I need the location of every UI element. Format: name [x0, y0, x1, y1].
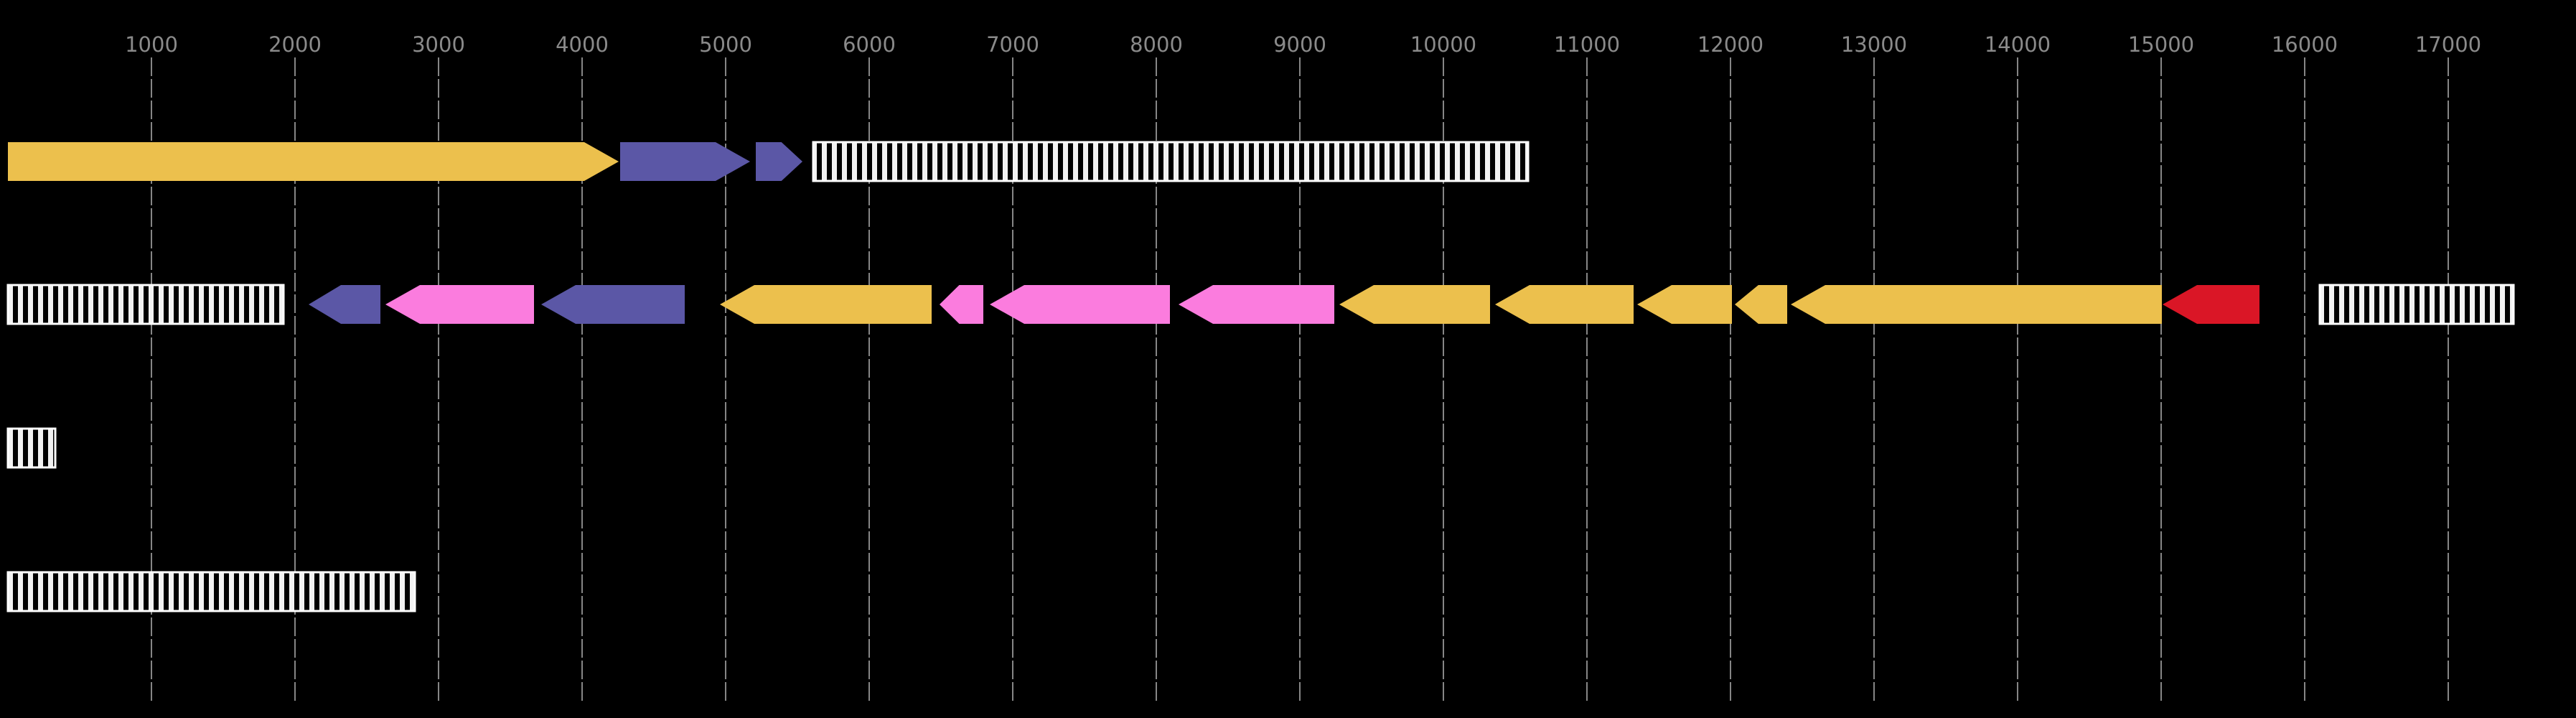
- axis-tick-label: 16000: [2272, 32, 2338, 57]
- track-4: [6, 571, 416, 612]
- axis-tick-label: 2000: [268, 32, 322, 57]
- axis-tick-label: 4000: [556, 32, 609, 57]
- track-3: [6, 427, 57, 469]
- gene-arrow-gold: [1495, 285, 1634, 324]
- hatched-region: [812, 141, 1530, 182]
- gene-arrow-slate_blue: [309, 285, 380, 324]
- axis-tick-label: 14000: [1985, 32, 2051, 57]
- gene-arrow-pink: [385, 285, 534, 324]
- axis-tick-label: 3000: [412, 32, 465, 57]
- axis-tick-label: 13000: [1841, 32, 1907, 57]
- axis-tick-label: 5000: [699, 32, 752, 57]
- gene-arrow-pink: [1179, 285, 1334, 324]
- gene-arrow-slate_blue: [541, 285, 685, 324]
- gene-arrow-gold: [8, 142, 619, 181]
- gene-arrow-gold: [1735, 285, 1787, 324]
- axis-tick-label: 11000: [1554, 32, 1620, 57]
- axis: 1000 2000 3000 4000 5000 6000 7000 8000 9000 1000…: [125, 32, 2481, 703]
- axis-tick-label: 9000: [1273, 32, 1326, 57]
- gene-arrow-red: [2163, 285, 2259, 324]
- axis-tick-label: 17000: [2415, 32, 2481, 57]
- gene-arrow-slate_blue: [756, 142, 802, 181]
- hatched-region: [6, 571, 416, 612]
- gene-arrow-gold: [1637, 285, 1732, 324]
- gene-arrow-pink: [990, 285, 1170, 324]
- gene-arrow-gold: [1339, 285, 1490, 324]
- hatched-region: [2318, 284, 2515, 325]
- axis-tick-label: 15000: [2128, 32, 2194, 57]
- axis-tick-label: 7000: [986, 32, 1039, 57]
- track-2: [6, 284, 2515, 325]
- gene-arrow-gold: [720, 285, 932, 324]
- track-1: [8, 141, 1530, 182]
- axis-tick-label: 8000: [1130, 32, 1183, 57]
- gene-arrow-pink: [940, 285, 983, 324]
- gene-arrow-slate_blue: [620, 142, 750, 181]
- axis-tick-label: 6000: [843, 32, 896, 57]
- axis-tick-label: 12000: [1697, 32, 1764, 57]
- axis-tick-label: 1000: [125, 32, 178, 57]
- axis-tick-label: 10000: [1410, 32, 1476, 57]
- hatched-region: [6, 427, 57, 469]
- gene-arrow-gold: [1791, 285, 2162, 324]
- hatched-region: [6, 284, 285, 325]
